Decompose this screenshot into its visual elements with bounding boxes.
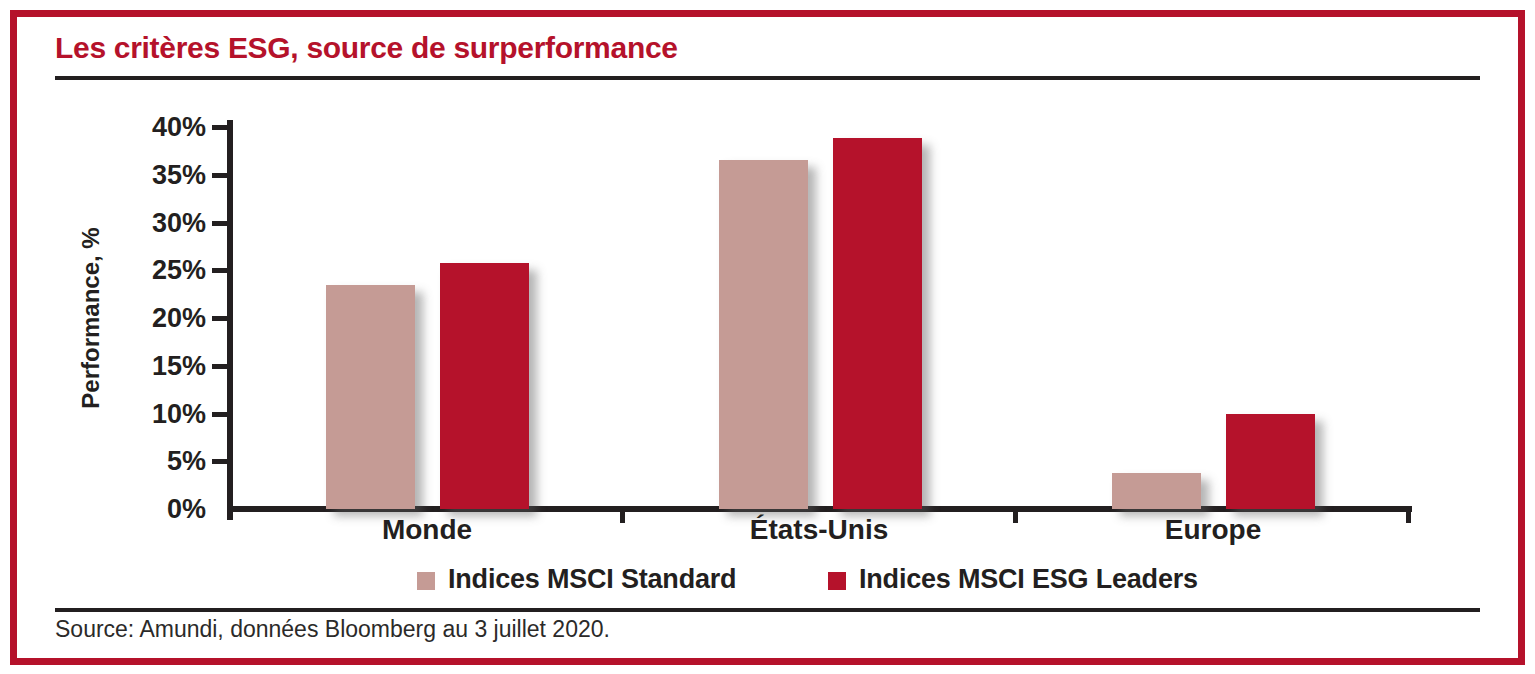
legend-item-msci-standard: Indices MSCI Standard [417, 564, 736, 595]
y-tick-mark [212, 268, 228, 273]
y-tick-label-15: 15% [88, 352, 206, 380]
source-note: Source: Amundi, données Bloomberg au 3 j… [55, 616, 610, 643]
y-tick-mark [212, 125, 228, 130]
chart-title: Les critères ESG, source de surperforman… [55, 31, 678, 65]
y-tick-label-25: 25% [88, 256, 206, 284]
y-tick-mark [212, 364, 228, 369]
legend-item-msci-esg-leaders: Indices MSCI ESG Leaders [828, 564, 1198, 595]
y-tick-mark [212, 412, 228, 417]
y-tick-label-10: 10% [88, 400, 206, 428]
bar-monde-msci-standard [326, 285, 415, 509]
bar-etats-unis-msci-standard [719, 160, 808, 509]
bar-europe-msci-standard [1112, 473, 1201, 509]
plot-area [233, 127, 1410, 509]
y-tick-label-30: 30% [88, 209, 206, 237]
y-tick-mark [212, 173, 228, 178]
x-category-label-etats-unis: États-Unis [669, 514, 969, 546]
legend-label: Indices MSCI ESG Leaders [859, 564, 1198, 595]
y-tick-label-5: 5% [88, 447, 206, 475]
y-tick-label-40: 40% [88, 113, 206, 141]
legend-label: Indices MSCI Standard [448, 564, 736, 595]
bar-etats-unis-msci-esg-leaders [833, 138, 922, 509]
x-category-label-europe: Europe [1063, 514, 1363, 546]
source-divider [55, 608, 1480, 612]
y-tick-label-20: 20% [88, 304, 206, 332]
bar-monde-msci-esg-leaders [440, 263, 529, 509]
y-tick-mark [212, 459, 228, 464]
legend-swatch-msci-esg-leaders [828, 572, 846, 590]
y-tick-mark [212, 221, 228, 226]
y-tick-label-0: 0% [88, 495, 206, 523]
figure: Les critères ESG, source de surperforman… [0, 0, 1535, 674]
y-tick-mark [212, 316, 228, 321]
x-category-label-monde: Monde [277, 514, 577, 546]
bar-europe-msci-esg-leaders [1226, 414, 1315, 510]
title-divider [55, 76, 1480, 80]
legend-swatch-msci-standard [417, 572, 435, 590]
y-tick-label-35: 35% [88, 161, 206, 189]
